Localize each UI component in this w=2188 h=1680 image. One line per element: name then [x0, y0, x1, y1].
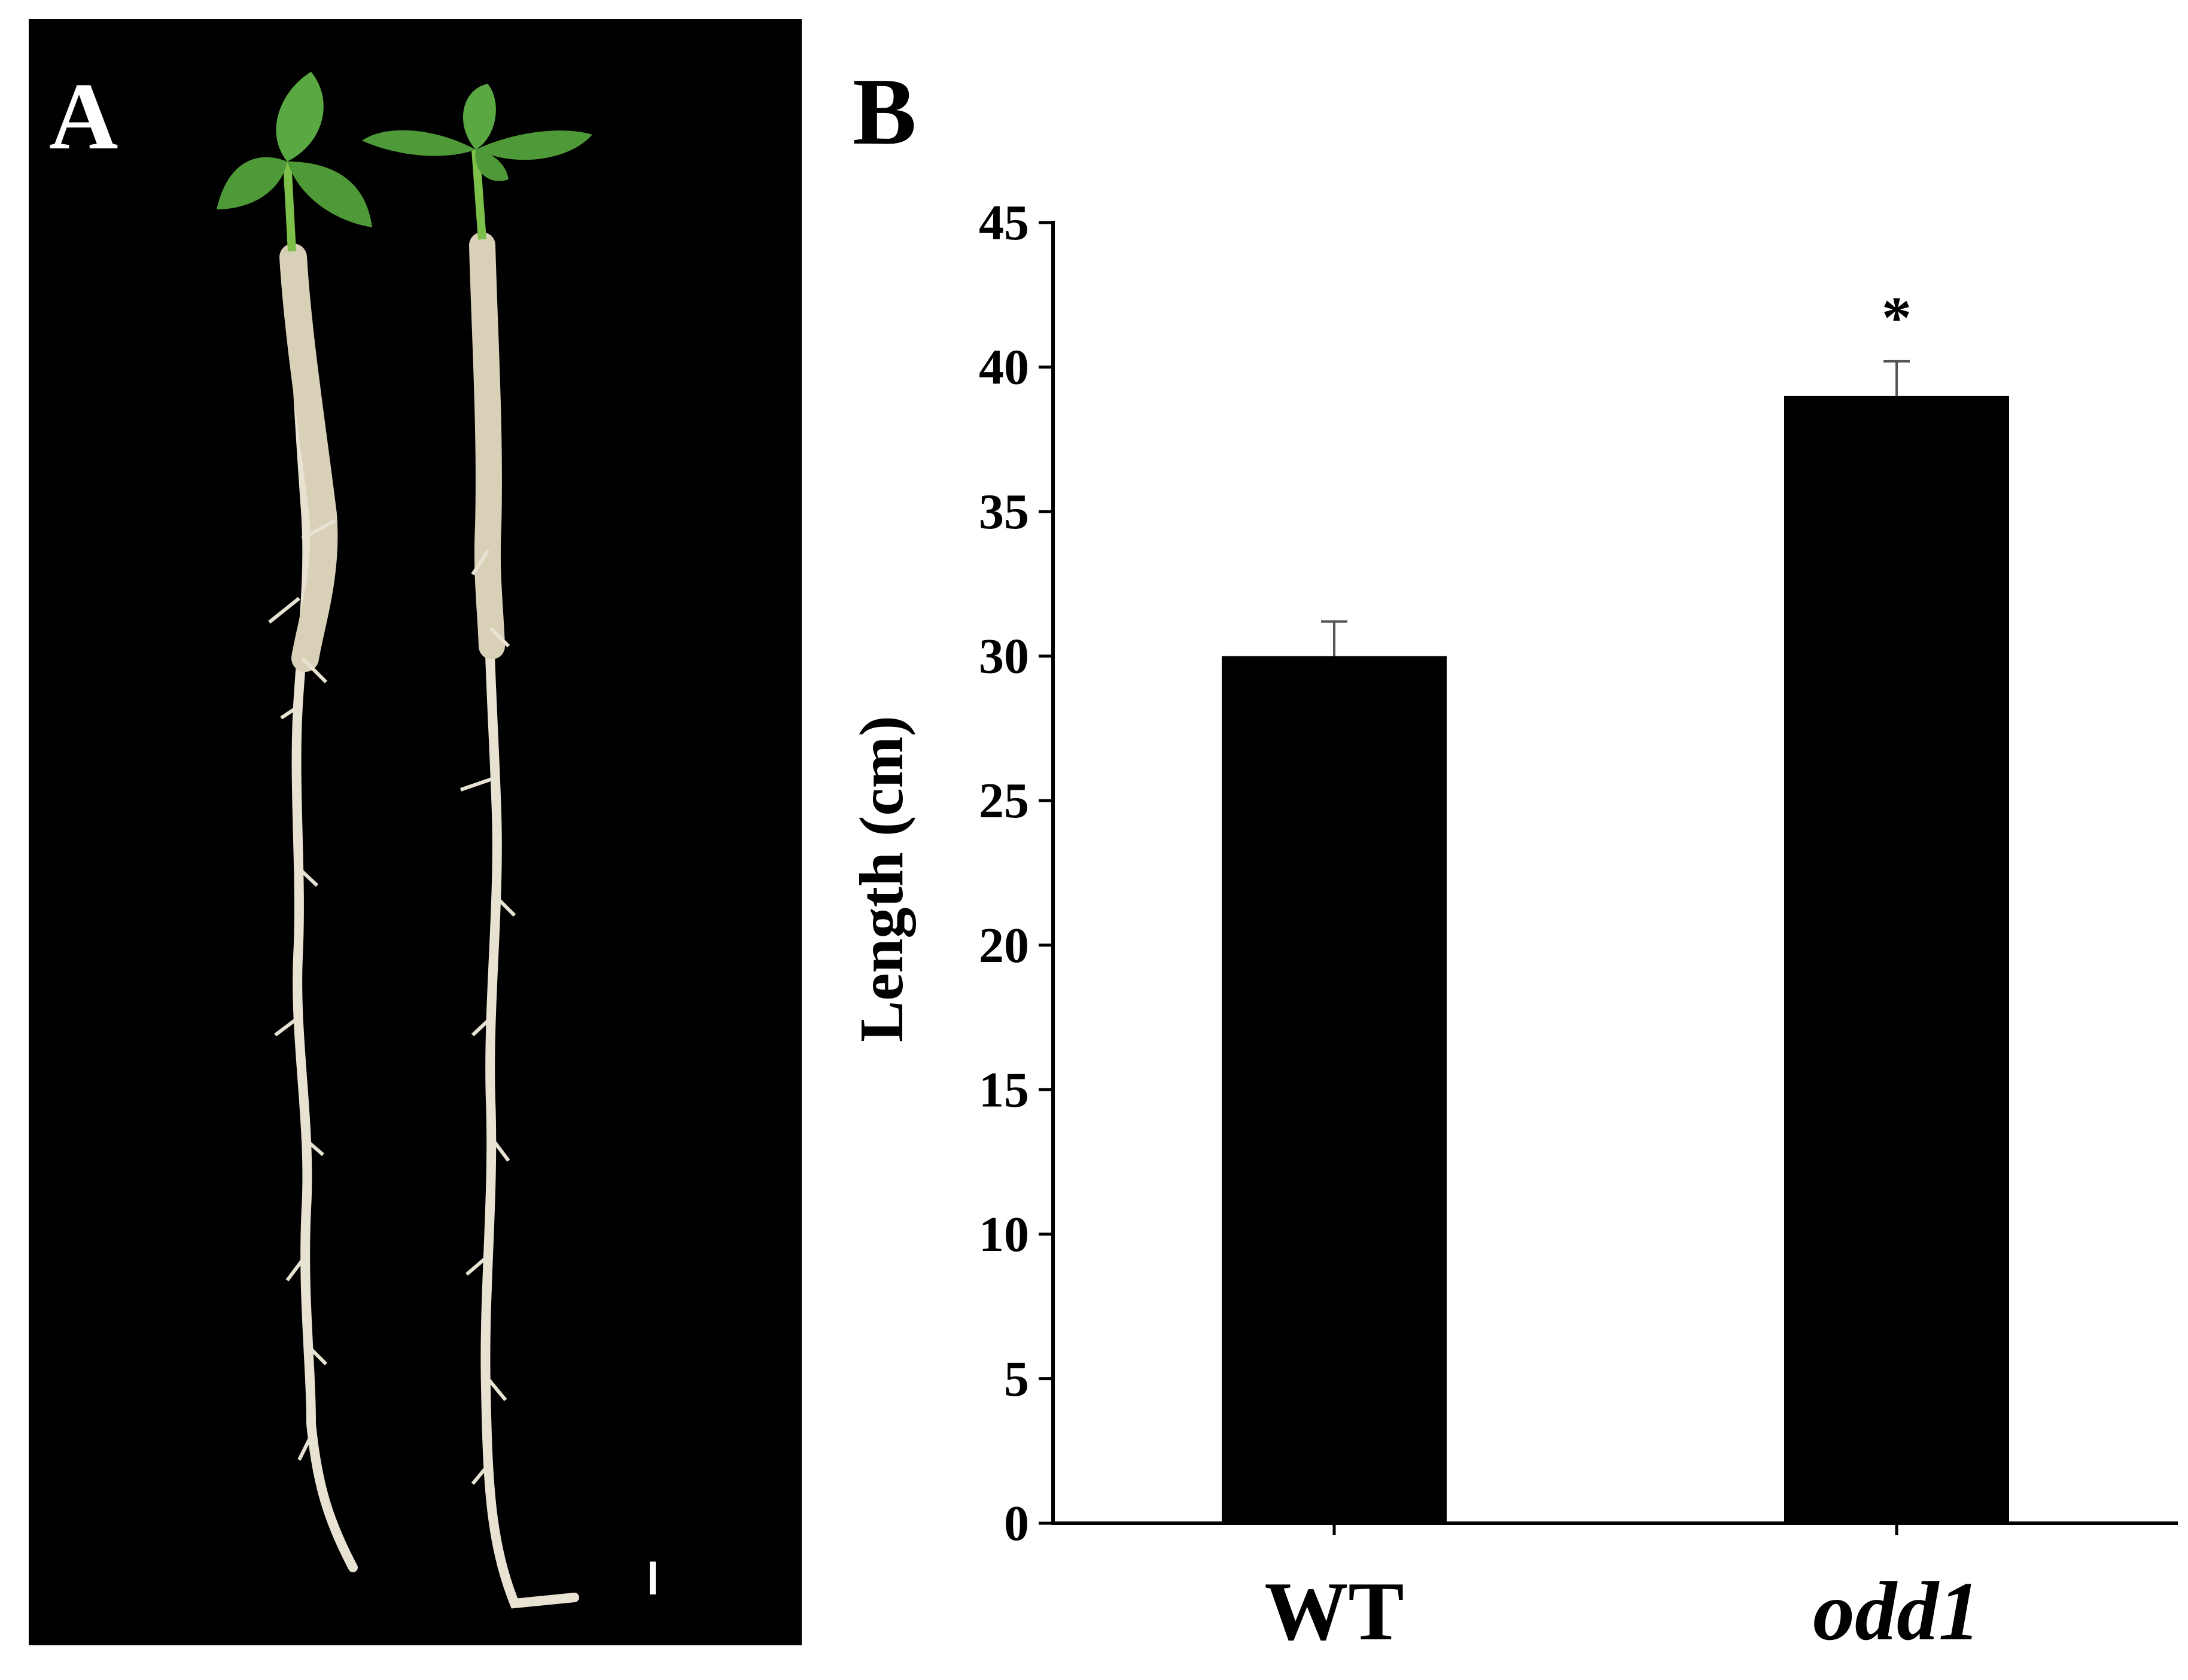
y-tick-label: 0 — [1004, 1496, 1029, 1551]
odd1-leaf-left — [362, 130, 476, 156]
y-axis-ticks: 0 5 10 15 20 25 30 35 40 45 — [979, 195, 1053, 1551]
panel-b-chart: B 0 5 10 15 20 25 30 35 40 45 * WT odd1 Length (cm… — [847, 58, 2178, 1658]
y-tick-label: 15 — [979, 1062, 1029, 1118]
x-category-label: odd1 — [1813, 1565, 1980, 1658]
odd1-leaf-small — [475, 150, 509, 181]
bar-odd1 — [1784, 395, 2009, 1523]
wt-leaf-left — [217, 157, 287, 209]
odd1-stem — [471, 149, 486, 240]
y-tick-label: 30 — [979, 629, 1029, 684]
significance-marker: * — [1882, 284, 1912, 351]
panel-b-label: B — [853, 58, 917, 165]
odd1-lateral-roots — [460, 549, 516, 1485]
odd1-seedling-illustration — [362, 84, 592, 1609]
odd1-root-thick — [469, 232, 505, 659]
wt-stem — [283, 161, 296, 252]
bar-WT — [1222, 656, 1447, 1523]
scale-bar — [650, 1562, 656, 1594]
y-tick-label: 20 — [979, 918, 1029, 973]
y-tick-label: 45 — [979, 195, 1029, 251]
panel-a-photo: A — [29, 19, 802, 1645]
x-axis-labels: WT odd1 — [1264, 1523, 1980, 1658]
wt-root — [287, 246, 358, 1572]
odd1-leaf-center — [462, 84, 496, 150]
y-tick-label: 40 — [979, 340, 1029, 395]
y-tick-label: 35 — [979, 484, 1029, 540]
error-bars: * — [1321, 284, 1912, 656]
wt-leaf-top — [276, 72, 324, 162]
panel-a-label: A — [49, 63, 118, 169]
wt-seedling-illustration — [217, 72, 372, 1572]
odd1-leaf-right — [476, 130, 592, 160]
y-tick-label: 5 — [1004, 1351, 1029, 1407]
y-tick-label: 10 — [979, 1207, 1029, 1262]
x-category-label: WT — [1264, 1565, 1404, 1658]
y-axis-title: Length (cm) — [847, 716, 916, 1042]
photo-background — [29, 19, 802, 1645]
bars — [1222, 395, 2009, 1523]
wt-lateral-roots — [268, 519, 336, 1461]
y-tick-label: 25 — [979, 773, 1029, 829]
wt-leaf-right — [287, 162, 372, 227]
wt-root-thick — [279, 244, 338, 672]
